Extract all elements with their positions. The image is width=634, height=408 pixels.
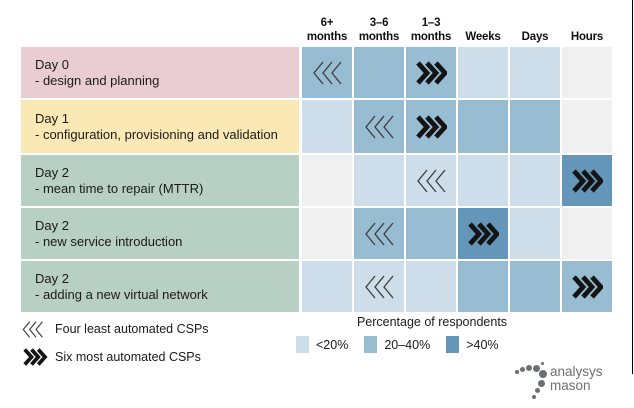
row-label: Day 0- design and planning [21, 47, 299, 98]
logo-line1: analysys [550, 364, 603, 379]
matrix-cell [458, 47, 508, 98]
pct-legend-swatch [364, 336, 378, 353]
matrix-cell [302, 47, 352, 98]
least-automated-chevrons-icon [365, 222, 394, 245]
matrix-cell [354, 155, 404, 206]
row-title: Day 2 [35, 217, 69, 233]
least-automated-chevrons-icon [313, 61, 342, 84]
row-description: - configuration, provisioning and valida… [35, 126, 278, 142]
matrix-cell [510, 155, 560, 206]
row-label: Day 2- mean time to repair (MTTR) [21, 155, 299, 206]
most-automated-chevrons-icon [468, 221, 499, 246]
matrix-cell [562, 47, 612, 98]
frame-right-border [632, 0, 633, 374]
matrix-cell [458, 155, 508, 206]
row-title: Day 2 [35, 270, 69, 286]
most-automated-chevrons-icon [416, 60, 447, 85]
least-automated-chevrons-icon [21, 320, 55, 338]
row-label: Day 2- new service introduction [21, 208, 299, 259]
pct-legend-swatch [296, 336, 309, 353]
pct-legend-item: <20% [296, 336, 348, 353]
pct-legend-label: 20–40% [384, 337, 431, 352]
matrix-cell [302, 261, 352, 312]
table-row: Day 2- new service introduction [21, 208, 612, 259]
analysys-mason-logo: analysys mason [514, 361, 624, 403]
row-title: Day 2 [35, 164, 69, 180]
column-header: Weeks [465, 31, 501, 44]
least-automated-label: Four least automated CSPs [55, 322, 209, 336]
most-automated-label: Six most automated CSPs [55, 350, 201, 364]
row-title: Day 1 [35, 110, 69, 126]
row-title: Day 0 [35, 56, 69, 72]
matrix-cell [302, 208, 352, 259]
column-header: Days [521, 31, 549, 44]
row-description: - design and planning [35, 72, 160, 88]
logo-line2: mason [550, 378, 591, 393]
matrix-cell [458, 261, 508, 312]
column-header: 3–6 months [358, 17, 400, 44]
matrix-cell [510, 47, 560, 98]
matrix-cell [406, 208, 456, 259]
matrix-cell [458, 208, 508, 259]
pct-legend-items: <20% 20–40% >40% [296, 336, 515, 353]
table-row: Day 0- design and planning [21, 47, 612, 98]
row-description: - new service introduction [35, 233, 183, 249]
pct-legend-item: 20–40% [364, 336, 430, 353]
matrix-cell [510, 100, 560, 153]
matrix-cell [302, 155, 352, 206]
row-label: Day 1- configuration, provisioning and v… [21, 100, 299, 153]
matrix-cell [354, 100, 404, 153]
column-header: 1–3 months [410, 17, 452, 44]
matrix-cell [562, 261, 612, 312]
most-automated-chevrons-icon [572, 168, 603, 193]
pct-legend-swatch [446, 336, 460, 353]
matrix-cell [354, 47, 404, 98]
row-description: - adding a new virtual network [35, 286, 208, 302]
table-row: Day 1- configuration, provisioning and v… [21, 100, 612, 153]
least-automated-legend-item: Four least automated CSPs [21, 318, 209, 340]
most-automated-legend-item: Six most automated CSPs [21, 346, 209, 368]
pct-legend-item: >40% [446, 336, 499, 353]
most-automated-chevrons-icon [21, 348, 55, 366]
matrix-cell [406, 261, 456, 312]
least-automated-chevrons-icon [417, 169, 446, 192]
table-row: Day 2- adding a new virtual network [21, 261, 612, 312]
matrix-cell [302, 100, 352, 153]
matrix-cell [406, 47, 456, 98]
row-description: - mean time to repair (MTTR) [35, 180, 204, 196]
matrix-cell [510, 208, 560, 259]
logo-dots-icon [514, 361, 550, 403]
most-automated-chevrons-icon [572, 274, 603, 299]
matrix-cell [562, 100, 612, 153]
column-header: 6+ months [306, 17, 348, 44]
pct-legend-label: <20% [316, 337, 349, 352]
column-headers: 6+ months 3–6 months 1–3 months Weeks Days Ho… [302, 8, 614, 45]
row-label: Day 2- adding a new virtual network [21, 261, 299, 312]
matrix-cell [510, 261, 560, 312]
matrix-cell [406, 100, 456, 153]
pct-legend-title: Percentage of respondents [356, 315, 508, 329]
matrix-cell [562, 208, 612, 259]
matrix-cell [406, 155, 456, 206]
markers-legend: Four least automated CSPs Six most autom… [21, 318, 209, 374]
table-row: Day 2- mean time to repair (MTTR) [21, 155, 612, 206]
matrix-cell [458, 100, 508, 153]
column-header: Hours [570, 31, 604, 44]
least-automated-chevrons-icon [365, 275, 394, 298]
matrix-cell [354, 208, 404, 259]
matrix-rows: Day 0- design and planning Day 1- config… [21, 47, 612, 314]
logo-text: analysys mason [550, 365, 603, 393]
matrix-cell [354, 261, 404, 312]
least-automated-chevrons-icon [365, 115, 394, 138]
matrix-cell [562, 155, 612, 206]
most-automated-chevrons-icon [416, 114, 447, 139]
pct-legend-label: >40% [466, 337, 499, 352]
